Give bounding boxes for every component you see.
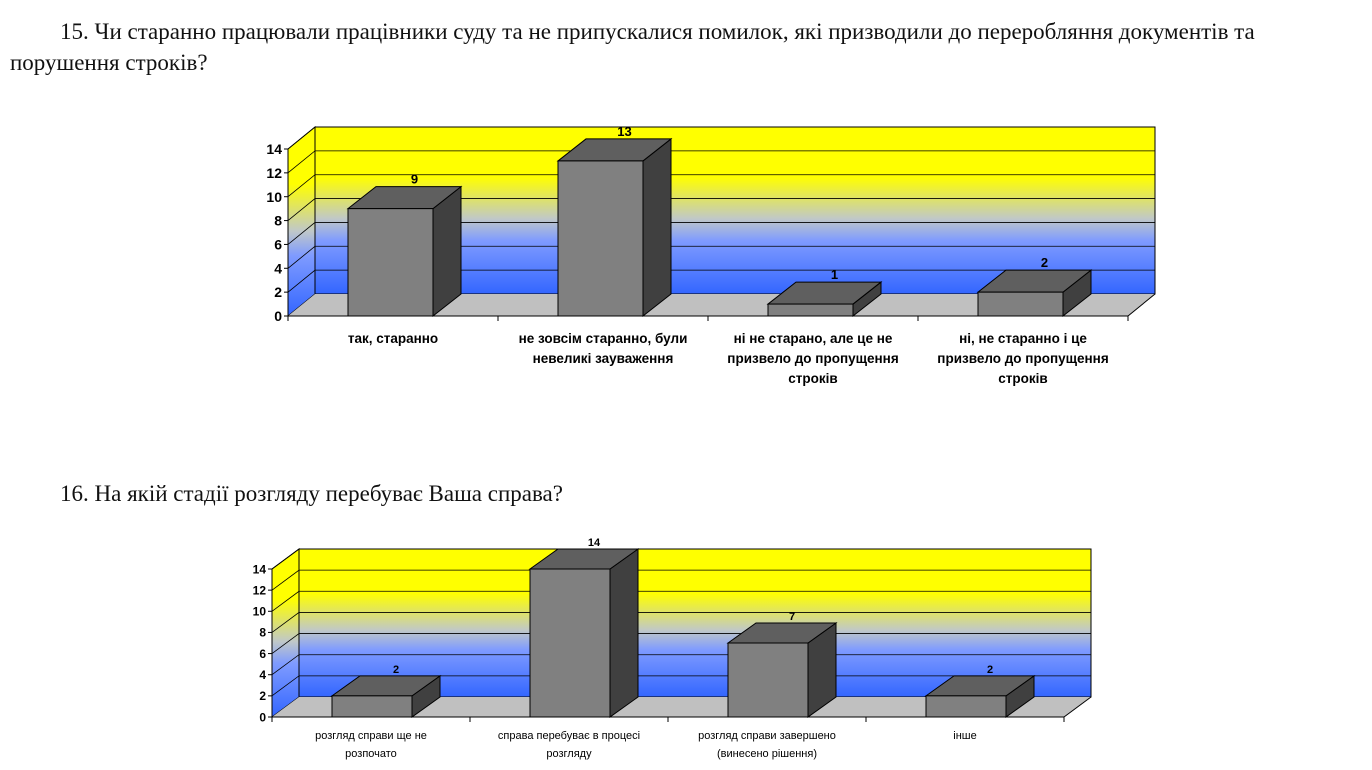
- category-label: (винесено рішення): [717, 748, 817, 760]
- chart-side-wall: [287, 125, 316, 318]
- category-label: розгляд справи ще не: [315, 730, 427, 742]
- gridline: [271, 569, 1091, 591]
- gridline: [271, 590, 1091, 612]
- bar-front: [331, 695, 413, 718]
- category-label: не зовсім старанно, були: [519, 331, 688, 346]
- category-label: ні не старано, але це не: [734, 331, 893, 346]
- category-label: ні, не старанно і це: [959, 331, 1087, 346]
- bar-4: [976, 269, 1093, 318]
- category-label: строків: [788, 371, 837, 386]
- y-tick-label: 6: [274, 236, 282, 252]
- gridline: [287, 269, 1155, 293]
- y-tick-label: 2: [274, 284, 282, 300]
- gridline: [287, 198, 1155, 221]
- y-tick-label: 4: [274, 260, 282, 276]
- gridline: [287, 174, 1155, 198]
- category-label: інше: [953, 730, 976, 742]
- chart-floor: [288, 294, 1155, 316]
- category-label: справа перебуває в процесі: [498, 730, 640, 742]
- bar-1: [346, 185, 463, 318]
- y-tick-label: 14: [253, 562, 267, 576]
- bar-side: [432, 185, 462, 318]
- bar-side: [642, 137, 672, 318]
- bar-side: [609, 548, 639, 718]
- y-tick-label: 2: [259, 689, 266, 703]
- category-label: невеликі зауваження: [533, 351, 674, 366]
- bar-front: [529, 568, 611, 718]
- bar-front: [977, 291, 1064, 317]
- category-label: призвело до пропущення: [727, 351, 898, 366]
- gridline: [287, 150, 1155, 174]
- data-label: 13: [617, 124, 631, 139]
- category-label: розпочато: [345, 748, 397, 760]
- gridline: [287, 222, 1155, 245]
- chart-floor: [272, 697, 1091, 717]
- data-label: 14: [588, 537, 601, 549]
- y-tick-label: 12: [253, 583, 267, 597]
- y-tick-label: 8: [259, 626, 266, 640]
- question-15-text: 15. Чи старанно працювали працівники суд…: [10, 19, 1255, 75]
- category-label: розгляд справи завершено: [698, 730, 836, 742]
- bar-front: [727, 642, 809, 718]
- y-tick-label: 12: [266, 165, 282, 181]
- bar-2: [528, 548, 640, 718]
- gridline: [271, 548, 1091, 570]
- question-16-text: 16. На якій стадії розгляду перебуває Ва…: [60, 481, 563, 506]
- bar-chart-q16: 0 2 4 6 8 10 12 14 2 14 7 2 розгляд справи ще не розп…: [253, 537, 1092, 760]
- data-label: 7: [789, 611, 795, 623]
- chart-back-wall: [298, 548, 1092, 698]
- y-tick-label: 4: [259, 668, 266, 682]
- bar-3: [766, 281, 883, 318]
- chart-side-wall: [271, 548, 300, 718]
- y-tick-label: 10: [266, 189, 282, 205]
- gridline: [287, 126, 1155, 150]
- bar-2: [556, 137, 673, 318]
- bar-4: [924, 674, 1036, 718]
- data-label: 2: [393, 664, 399, 676]
- category-label: розгляду: [546, 748, 592, 760]
- bar-front: [925, 695, 1007, 718]
- data-label: 2: [987, 664, 993, 676]
- floor-edge: [1063, 696, 1092, 718]
- y-tick-label: 0: [259, 710, 266, 724]
- category-label: так, старанно: [348, 331, 438, 346]
- data-label: 2: [1041, 255, 1048, 270]
- y-tick-label: 14: [266, 141, 282, 157]
- bar-front: [347, 208, 434, 317]
- gridline: [271, 612, 1091, 633]
- y-tick-label: 10: [253, 605, 267, 619]
- bar-3: [726, 622, 838, 718]
- bar-front: [767, 303, 854, 317]
- y-tick-label: 8: [274, 213, 282, 229]
- floor-edge: [1127, 293, 1156, 317]
- category-label: строків: [998, 371, 1047, 386]
- bar-1: [330, 674, 442, 718]
- y-tick-label: 6: [259, 647, 266, 661]
- data-label: 9: [411, 172, 418, 187]
- y-tick-label: 0: [274, 308, 282, 324]
- bar-front: [557, 160, 644, 317]
- data-label: 1: [831, 267, 838, 282]
- category-label: призвело до пропущення: [937, 351, 1108, 366]
- gridline: [287, 245, 1155, 269]
